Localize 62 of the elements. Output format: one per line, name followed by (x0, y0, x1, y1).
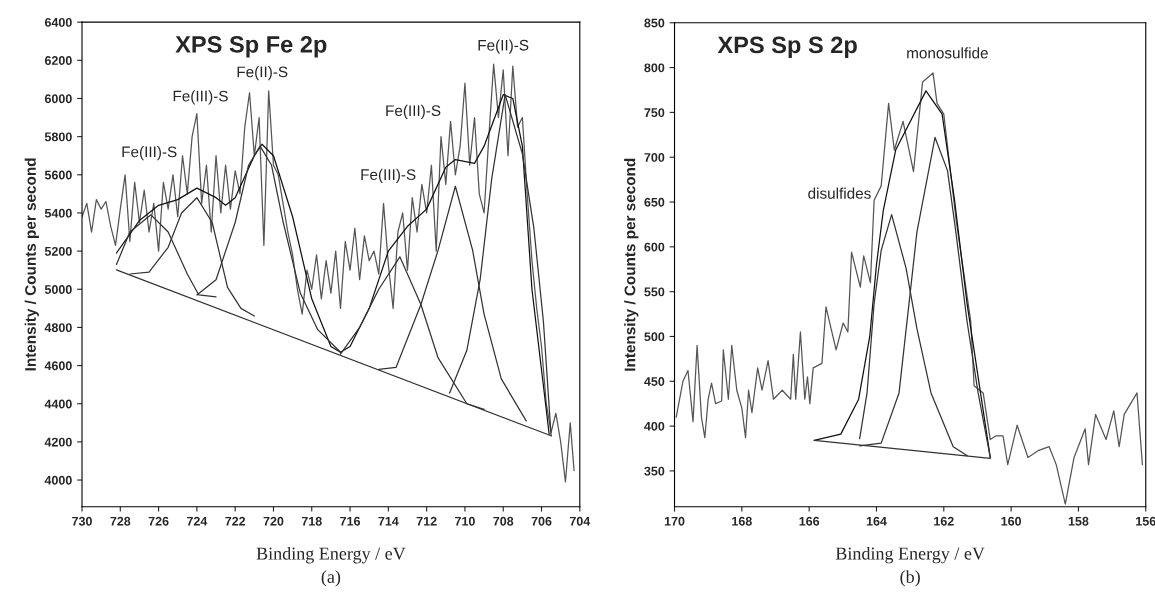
annotation: Fe(II)-S (478, 39, 529, 54)
x-tick-label: 168 (732, 516, 752, 526)
annotation: Fe(III)-S (122, 146, 177, 161)
y-tick-label: 5600 (44, 170, 72, 180)
x-tick-label: 716 (340, 516, 361, 526)
y-tick-label: 350 (644, 466, 665, 476)
y-tick-label: 800 (644, 63, 665, 73)
y-axis-title: Intensity / Counts per second (624, 158, 639, 371)
x-tick-label: 162 (934, 516, 954, 526)
x-tick-label: 704 (569, 516, 591, 526)
y-tick-label: 5200 (44, 246, 72, 256)
x-axis-title: Binding Energy / eV (835, 546, 985, 564)
x-tick-label: 720 (263, 516, 284, 526)
x-tick-label: 710 (455, 516, 475, 526)
y-tick-label: 5000 (44, 285, 72, 294)
x-tick-label: 170 (664, 516, 685, 526)
text: (b) (900, 570, 920, 587)
x-tick-label: 722 (225, 516, 246, 526)
y-tick-label: 4600 (44, 361, 72, 371)
annotation: Fe(III)-S (386, 104, 441, 120)
y-tick-label: 6000 (44, 94, 72, 104)
x-tick-label: 166 (799, 516, 820, 526)
y-tick-label: 6400 (44, 17, 72, 27)
y-tick-label: 4200 (44, 437, 72, 447)
text: XPS Sp Fe 2p (175, 36, 327, 58)
y-tick-label: 750 (644, 108, 665, 118)
text: XPS Sp S 2p (717, 36, 857, 58)
x-tick-label: 708 (493, 516, 514, 526)
annotation: Fe(II)-S (237, 66, 288, 81)
x-tick-label: 156 (1136, 516, 1155, 526)
y-tick-label: 4800 (44, 323, 72, 333)
y-tick-label: 700 (644, 153, 665, 162)
x-axis-title: Binding Energy / eV (256, 546, 406, 564)
y-tick-label: 400 (644, 421, 665, 431)
y-tick-label: 850 (644, 18, 665, 28)
y-tick-label: 450 (644, 377, 665, 386)
y-tick-label: 650 (644, 197, 665, 207)
y-tick-label: 5400 (44, 208, 72, 218)
y-tick-label: 6200 (44, 56, 72, 65)
y-axis-title: Intensity / Counts per second (24, 158, 39, 371)
x-tick-label: 728 (110, 516, 131, 526)
annotation: disulfides (808, 187, 871, 199)
text: (a) (321, 570, 341, 587)
x-tick-label: 160 (1001, 516, 1022, 526)
x-tick-label: 158 (1068, 516, 1089, 526)
y-tick-label: 4400 (44, 399, 72, 409)
y-tick-label: 550 (644, 287, 665, 297)
annotation: Fe(III)-S (173, 90, 228, 105)
x-tick-label: 718 (301, 516, 322, 526)
annotation: Fe(III)-S (361, 168, 416, 184)
y-tick-label: 5800 (44, 132, 72, 142)
x-tick-label: 726 (148, 516, 169, 526)
x-tick-label: 730 (72, 516, 92, 526)
x-tick-label: 724 (186, 516, 208, 526)
y-tick-label: 600 (644, 242, 665, 252)
annotation: monosulfide (907, 47, 988, 59)
y-tick-label: 500 (644, 332, 665, 342)
x-tick-label: 714 (378, 516, 399, 526)
y-tick-label: 4000 (44, 475, 72, 485)
x-tick-label: 164 (866, 516, 887, 526)
x-tick-label: 712 (416, 516, 437, 526)
x-tick-label: 706 (531, 516, 552, 526)
